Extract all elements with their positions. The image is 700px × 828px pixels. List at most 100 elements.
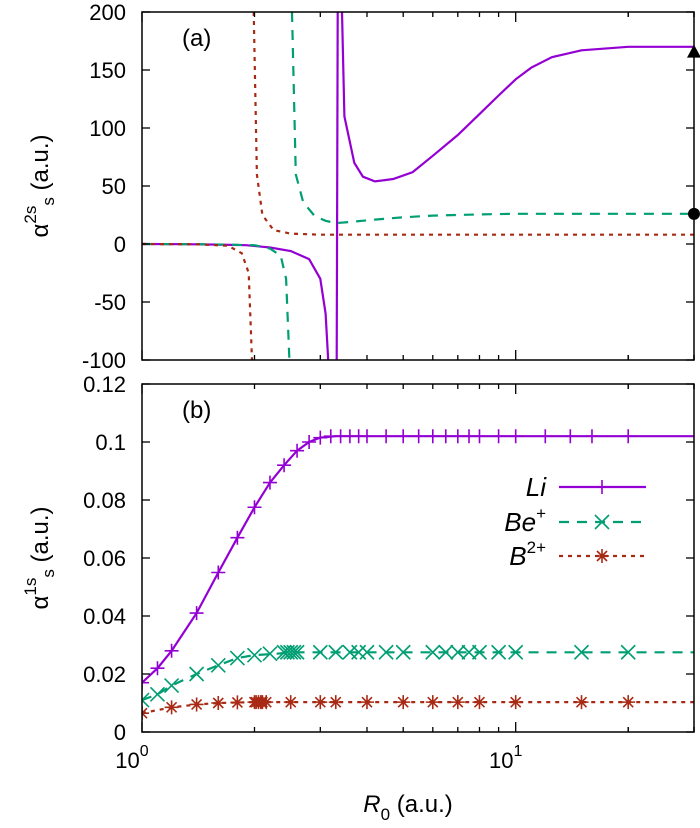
xtick-label: 101 (489, 743, 522, 773)
series-line (290, 12, 694, 225)
data-point (142, 692, 150, 708)
y-axis-label-sub: s (39, 197, 58, 206)
x-axis-label-base: R (363, 791, 380, 818)
panel-label: (b) (182, 397, 211, 424)
data-point (472, 429, 487, 444)
data-point (508, 644, 524, 660)
data-point (359, 644, 375, 660)
series-Be+-a (142, 12, 694, 360)
data-point (230, 695, 245, 710)
data-point (438, 644, 454, 660)
data-point (584, 429, 599, 444)
series-B2+-b (142, 695, 694, 721)
data-point (246, 647, 263, 663)
data-point (211, 565, 226, 580)
data-point (262, 475, 277, 490)
data-point (594, 514, 610, 530)
legend-label: B2+ (509, 538, 546, 571)
legend-label-base: B (509, 541, 526, 571)
data-point (189, 666, 205, 682)
data-point (461, 644, 477, 660)
data-point (359, 429, 374, 444)
ytick-label: 0.04 (83, 604, 126, 629)
data-point (508, 429, 523, 444)
data-point (328, 695, 343, 710)
data-point (472, 695, 487, 710)
ytick-label: 0.02 (83, 662, 126, 687)
end-marker-circle (688, 207, 700, 220)
series-line (142, 242, 254, 360)
legend-label-base: Li (526, 472, 547, 502)
data-point (396, 695, 411, 710)
legend-label-sup: 2+ (527, 538, 546, 557)
data-point (438, 429, 453, 444)
x-axis-label-sub: 0 (381, 805, 390, 824)
y-axis-label-sub: s (39, 569, 58, 578)
x-axis-label: R0 (a.u.) (363, 791, 453, 824)
plot-frame-a (141, 11, 695, 361)
data-point (471, 644, 488, 660)
end-marker-triangle (687, 44, 700, 58)
series-line (335, 12, 339, 360)
ytick-label: 200 (89, 0, 126, 25)
data-point (211, 696, 226, 710)
y-axis-label-unit: (a.u.) (27, 506, 54, 569)
data-point (259, 695, 274, 710)
data-point (595, 480, 609, 494)
xtick-label-base: 10 (489, 748, 513, 773)
data-point (395, 644, 411, 660)
data-point (595, 549, 609, 563)
data-point (574, 695, 589, 710)
series-line (142, 242, 291, 360)
data-point (538, 429, 553, 444)
y-axis-label-sup: 2s (21, 206, 40, 224)
data-point (189, 697, 204, 712)
data-point (283, 695, 298, 710)
series-line (252, 12, 694, 236)
data-point (425, 695, 440, 710)
panel-label: (a) (182, 25, 211, 52)
series-Li-a (142, 12, 694, 360)
data-point (491, 644, 507, 660)
xtick-label-sup: 0 (140, 743, 149, 760)
data-point (425, 429, 440, 444)
data-point (247, 500, 262, 515)
data-point (164, 700, 179, 715)
data-point (508, 695, 523, 710)
y-axis-label: α2ss (a.u.) (21, 134, 58, 237)
data-point (411, 429, 426, 444)
ytick-label: 50 (102, 174, 126, 199)
data-point (142, 675, 149, 690)
data-point (313, 430, 328, 445)
data-point (189, 606, 204, 621)
ytick-label: 0 (114, 232, 126, 257)
data-point (328, 644, 344, 660)
ytick-label: 0.12 (83, 372, 126, 397)
x-axis-label-unit: (a.u.) (390, 791, 453, 818)
ytick-label: 0.08 (83, 488, 126, 513)
data-point (621, 429, 636, 444)
data-point (573, 644, 590, 660)
data-point (277, 458, 292, 473)
legend-label: Be+ (504, 504, 546, 537)
xtick-label-base: 10 (115, 748, 139, 773)
series-B2+-a (142, 12, 694, 360)
data-point (396, 429, 411, 444)
data-point (378, 644, 394, 660)
data-point (283, 644, 299, 660)
series-Li-b (142, 429, 694, 690)
data-point (359, 695, 374, 710)
data-point (313, 695, 328, 710)
series-line (142, 435, 694, 684)
data-point (302, 435, 317, 449)
series-Be+-b (142, 644, 694, 708)
data-point (150, 661, 165, 676)
ytick-label: 0.1 (95, 430, 126, 455)
data-point (164, 643, 179, 658)
legend-label-sup: + (536, 504, 546, 523)
data-point (229, 650, 245, 666)
data-point (164, 678, 180, 694)
ytick-label: 150 (89, 58, 126, 83)
